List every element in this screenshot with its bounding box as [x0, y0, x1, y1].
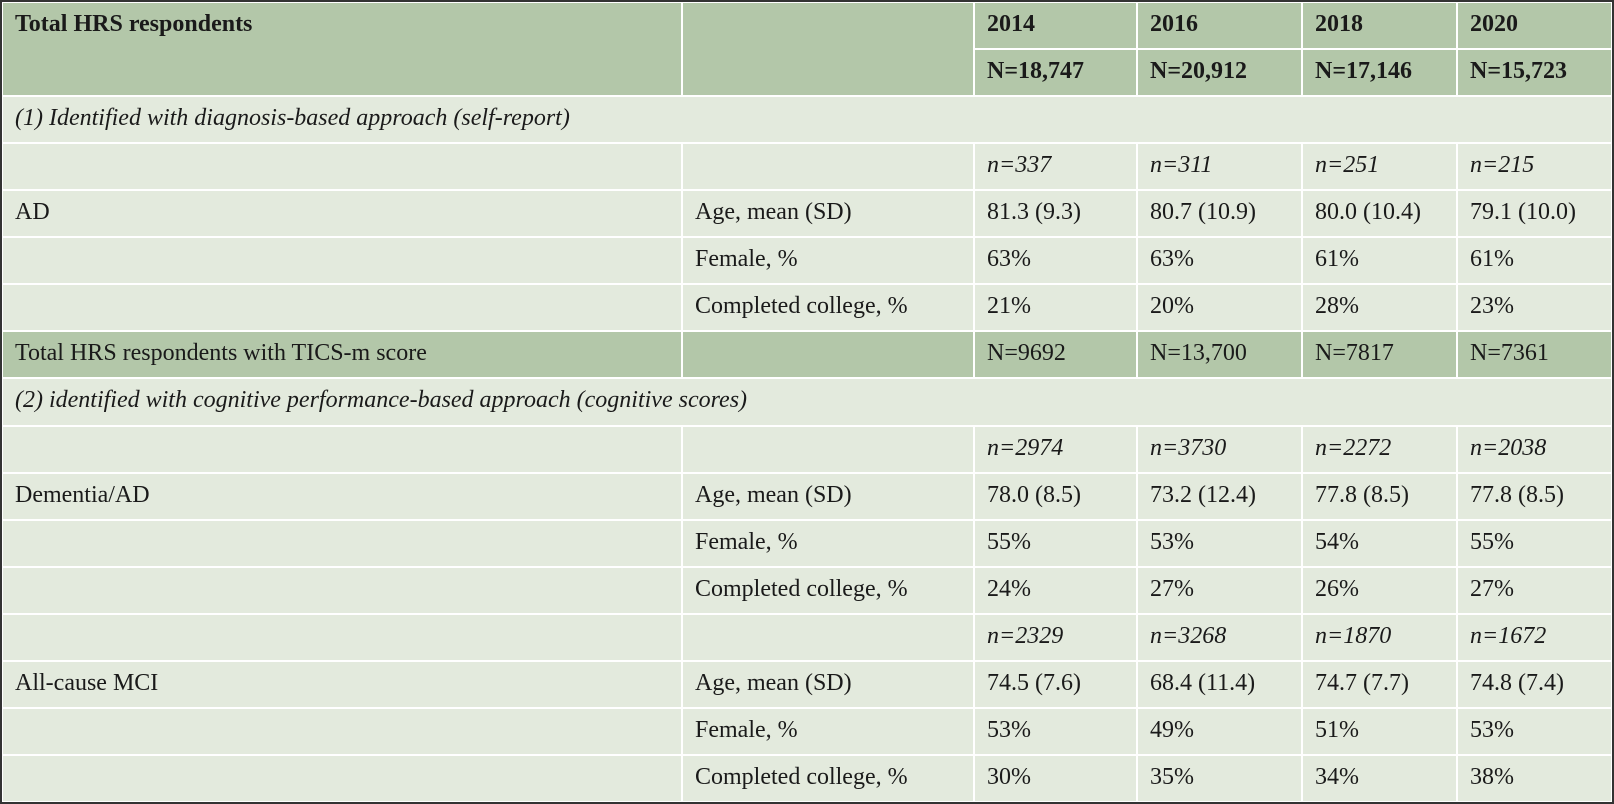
table-cell: 68.4 (11.4)	[1137, 660, 1302, 708]
table-cell: 24%	[974, 566, 1137, 614]
table-cell: 61%	[1302, 237, 1457, 285]
table-cell: Dementia/AD	[2, 472, 682, 520]
table-cell: 2014	[974, 2, 1137, 50]
table-cell: n=3730	[1137, 425, 1302, 473]
table-cell: 20%	[1137, 284, 1302, 332]
table-cell: 2020	[1457, 2, 1612, 50]
table-cell: 55%	[1457, 519, 1612, 567]
table-cell: 27%	[1137, 566, 1302, 614]
table-cell: 77.8 (8.5)	[1457, 472, 1612, 520]
table-cell: 21%	[974, 284, 1137, 332]
table-cell	[2, 707, 682, 755]
table-cell: Completed college, %	[682, 566, 974, 614]
table-cell: 63%	[974, 237, 1137, 285]
table-cell: 73.2 (12.4)	[1137, 472, 1302, 520]
table-cell: Age, mean (SD)	[682, 660, 974, 708]
table-cell: 81.3 (9.3)	[974, 190, 1137, 238]
table-cell: 61%	[1457, 237, 1612, 285]
table-cell	[682, 425, 974, 473]
table-cell: N=7817	[1302, 331, 1457, 379]
table-cell: N=20,912	[1137, 49, 1302, 97]
table-cell: 78.0 (8.5)	[974, 472, 1137, 520]
table-cell: 49%	[1137, 707, 1302, 755]
table-cell: 54%	[1302, 519, 1457, 567]
table-cell: n=2038	[1457, 425, 1612, 473]
table-cell: Completed college, %	[682, 284, 974, 332]
table-cell: Female, %	[682, 237, 974, 285]
table-cell: N=15,723	[1457, 49, 1612, 97]
table-cell: n=337	[974, 143, 1137, 191]
table-cell: n=251	[1302, 143, 1457, 191]
table-cell: (1) Identified with diagnosis-based appr…	[2, 96, 1612, 144]
table-cell: 63%	[1137, 237, 1302, 285]
table-cell	[2, 519, 682, 567]
table-cell: 38%	[1457, 754, 1612, 802]
table-cell: (2) identified with cognitive performanc…	[2, 378, 1612, 426]
table-cell: 27%	[1457, 566, 1612, 614]
table-cell: Female, %	[682, 519, 974, 567]
table-cell: 2018	[1302, 2, 1457, 50]
table-cell: N=9692	[974, 331, 1137, 379]
table-cell: 28%	[1302, 284, 1457, 332]
table-cell	[682, 613, 974, 661]
table-cell	[682, 331, 974, 379]
table-cell: Age, mean (SD)	[682, 472, 974, 520]
table-cell: N=18,747	[974, 49, 1137, 97]
table-cell	[682, 143, 974, 191]
table-cell: 80.0 (10.4)	[1302, 190, 1457, 238]
table-cell: n=2329	[974, 613, 1137, 661]
table-cell: 53%	[1457, 707, 1612, 755]
table-cell: Female, %	[682, 707, 974, 755]
table-cell: 79.1 (10.0)	[1457, 190, 1612, 238]
table-cell: n=311	[1137, 143, 1302, 191]
table-cell: n=1672	[1457, 613, 1612, 661]
table-cell: n=215	[1457, 143, 1612, 191]
table-cell	[682, 2, 974, 97]
table-cell	[2, 754, 682, 802]
table-cell: 23%	[1457, 284, 1612, 332]
table-cell: 77.8 (8.5)	[1302, 472, 1457, 520]
table-cell: 55%	[974, 519, 1137, 567]
table-cell: Completed college, %	[682, 754, 974, 802]
table-cell: n=2272	[1302, 425, 1457, 473]
table-cell: 26%	[1302, 566, 1457, 614]
table-cell	[2, 284, 682, 332]
table-cell: 74.5 (7.6)	[974, 660, 1137, 708]
table-cell: N=17,146	[1302, 49, 1457, 97]
table-cell: 2016	[1137, 2, 1302, 50]
table-cell: 35%	[1137, 754, 1302, 802]
table-cell	[2, 237, 682, 285]
table-cell: 53%	[1137, 519, 1302, 567]
table-cell: 80.7 (10.9)	[1137, 190, 1302, 238]
table-cell: All-cause MCI	[2, 660, 682, 708]
table-cell: 53%	[974, 707, 1137, 755]
table-cell: AD	[2, 190, 682, 238]
table-cell: N=13,700	[1137, 331, 1302, 379]
table-cell: n=1870	[1302, 613, 1457, 661]
table-cell: Age, mean (SD)	[682, 190, 974, 238]
table-cell: N=7361	[1457, 331, 1612, 379]
table-cell: 74.7 (7.7)	[1302, 660, 1457, 708]
table-cell: n=3268	[1137, 613, 1302, 661]
table-cell: 34%	[1302, 754, 1457, 802]
table-cell: 74.8 (7.4)	[1457, 660, 1612, 708]
table-cell: Total HRS respondents	[2, 2, 682, 97]
table-cell	[2, 425, 682, 473]
table-cell: 51%	[1302, 707, 1457, 755]
table-cell: Total HRS respondents with TICS-m score	[2, 331, 682, 379]
table-cell	[2, 566, 682, 614]
table-cell	[2, 143, 682, 191]
table-cell: 30%	[974, 754, 1137, 802]
table-cell	[2, 613, 682, 661]
table-cell: n=2974	[974, 425, 1137, 473]
